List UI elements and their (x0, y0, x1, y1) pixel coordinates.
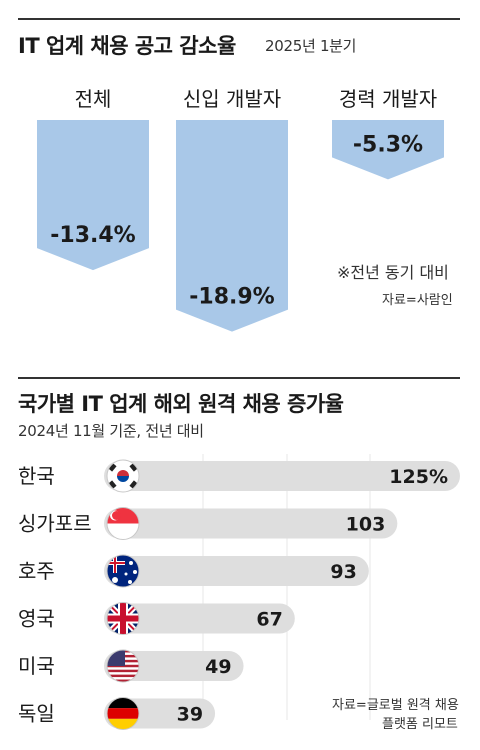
country-value-label: 93 (330, 561, 356, 583)
bottom-chart-source-line1: 자료=글로벌 원격 채용 (332, 698, 459, 713)
bar-row: 한국 125% (18, 459, 460, 493)
country-value-label: 49 (205, 656, 231, 678)
bottom-chart-title: 국가별 IT 업계 해외 원격 채용 증가율 (18, 392, 344, 416)
country-bar (104, 461, 460, 491)
singapore-flag (106, 507, 140, 540)
country-value-label: 125% (389, 466, 448, 488)
country-label: 호주 (18, 559, 55, 583)
top-chart-subtitle: 2025년 1분기 (265, 37, 357, 55)
top-bar (176, 120, 288, 332)
bottom-rule (18, 377, 460, 379)
country-value-label: 103 (346, 514, 386, 536)
uk-flag (106, 602, 140, 635)
bar-row: 영국 67 (18, 602, 295, 635)
country-bar (104, 556, 369, 586)
top-bar (332, 120, 444, 180)
australia-flag (106, 554, 140, 588)
top-bar (37, 120, 149, 271)
bar-row: 독일 39 (18, 697, 216, 730)
bar-row: 싱가포르 103 (18, 507, 398, 540)
usa-flag (106, 649, 140, 683)
top-category-label: 신입 개발자 (183, 87, 281, 111)
top-category-label: 경력 개발자 (339, 87, 437, 111)
bottom-chart-source-line2: 플랫폼 리모트 (382, 717, 458, 732)
country-bar (104, 508, 398, 539)
country-label: 독일 (18, 702, 55, 726)
country-bar (104, 651, 244, 681)
country-bar (104, 603, 295, 634)
bar-row: 호주 93 (18, 554, 369, 588)
top-chart-title: IT 업계 채용 공고 감소율 (18, 34, 236, 58)
top-value-label: -18.9% (189, 285, 274, 310)
top-category-label: 전체 (75, 87, 112, 111)
country-label: 미국 (18, 654, 55, 678)
bottom-chart: 한국 125% 싱가포르 103 호주 93 영국 67 미국 49 독일 39 (18, 454, 460, 730)
country-label: 영국 (18, 607, 55, 631)
top-chart: 전체 -13.4% 신입 개발자 -18.9% 경력 개발자 -5.3% (37, 87, 444, 332)
country-label: 싱가포르 (18, 512, 92, 536)
top-value-label: -5.3% (353, 132, 423, 157)
top-chart-source: 자료=사람인 (382, 293, 453, 308)
germany-flag (106, 697, 140, 730)
country-value-label: 39 (177, 704, 203, 726)
country-value-label: 67 (256, 609, 282, 631)
country-label: 한국 (18, 464, 55, 488)
top-chart-note: ※전년 동기 대비 (337, 263, 449, 282)
top-rule (18, 18, 460, 20)
bottom-chart-subtitle: 2024년 11월 기준, 전년 대비 (18, 422, 204, 440)
south-korea-flag (106, 459, 140, 493)
bar-row: 미국 49 (18, 649, 244, 683)
top-value-label: -13.4% (50, 223, 135, 248)
